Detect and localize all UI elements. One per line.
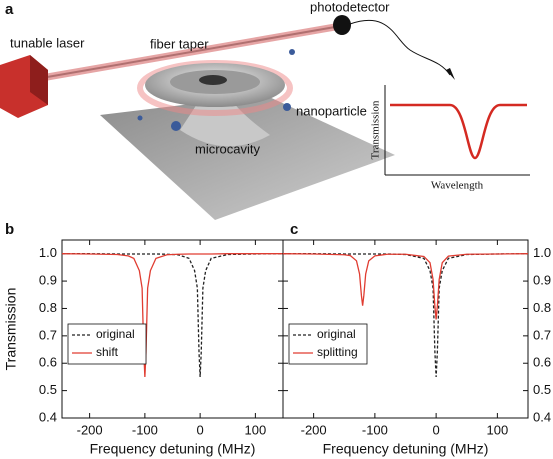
wire-arrow xyxy=(446,68,455,80)
label: tunable laser xyxy=(10,35,85,50)
y-tick-label: 1.0 xyxy=(533,245,551,260)
y-tick-label: 1.0 xyxy=(39,245,57,260)
laser-side xyxy=(30,55,48,105)
y-tick-label: 0.7 xyxy=(39,327,57,342)
series-line xyxy=(283,253,529,377)
x-axis-label: Frequency detuning (MHz) xyxy=(90,441,256,457)
plot-frame xyxy=(282,239,529,419)
label: fiber taper xyxy=(150,36,209,51)
ring-hole xyxy=(199,75,227,85)
legend-label: shift xyxy=(96,345,119,359)
legend-label: splitting xyxy=(317,345,358,359)
photodetector xyxy=(333,15,351,35)
wire xyxy=(349,19,451,76)
y-tick-label: 0.4 xyxy=(533,409,551,424)
label: microcavity xyxy=(195,141,261,156)
y-tick-label: 0.8 xyxy=(533,300,551,315)
y-tick-label: 0.6 xyxy=(533,355,551,370)
nanoparticle xyxy=(137,115,143,121)
x-tick-label: 0 xyxy=(197,422,204,437)
panel-label: b xyxy=(5,221,14,238)
label: photodetector xyxy=(310,0,390,14)
y-tick-label: 0.9 xyxy=(533,273,551,288)
series-line xyxy=(282,253,529,320)
x-tick-label: -100 xyxy=(132,422,158,437)
x-tick-label: -100 xyxy=(362,422,388,437)
inset-curve xyxy=(390,103,527,160)
illustration: a tunable laser fiber taper photodetecto… xyxy=(0,0,530,220)
series-line xyxy=(61,253,283,377)
inset-xlabel: Wavelength xyxy=(431,180,484,192)
x-tick-label: -200 xyxy=(77,422,103,437)
y-tick-label: 0.5 xyxy=(39,382,57,397)
nanoparticle xyxy=(289,49,295,55)
nanoparticle xyxy=(171,121,181,131)
x-tick-label: 100 xyxy=(245,422,267,437)
y-tick-label: 0.8 xyxy=(39,300,57,315)
inset-ylabel: Transmission xyxy=(370,100,382,159)
label: nanoparticle xyxy=(296,103,367,118)
x-axis-label: Frequency detuning (MHz) xyxy=(323,441,489,457)
panel-label: a xyxy=(5,1,14,18)
legend-box xyxy=(288,323,368,365)
y-tick-label: 0.9 xyxy=(39,273,57,288)
y-tick-label: 0.4 xyxy=(39,409,57,424)
x-tick-label: -200 xyxy=(301,422,327,437)
legend-box xyxy=(67,323,147,365)
y-tick-label: 0.7 xyxy=(533,327,551,342)
y-axis-label: Transmission xyxy=(3,288,19,371)
fiber-core xyxy=(29,26,336,81)
nanoparticle xyxy=(283,103,291,111)
panel-label: c xyxy=(290,221,298,238)
x-tick-label: 0 xyxy=(433,422,440,437)
y-tick-label: 0.5 xyxy=(533,382,551,397)
legend-label: original xyxy=(96,327,135,341)
y-tick-label: 0.6 xyxy=(39,355,57,370)
legend-label: original xyxy=(317,327,356,341)
x-tick-label: 100 xyxy=(487,422,509,437)
